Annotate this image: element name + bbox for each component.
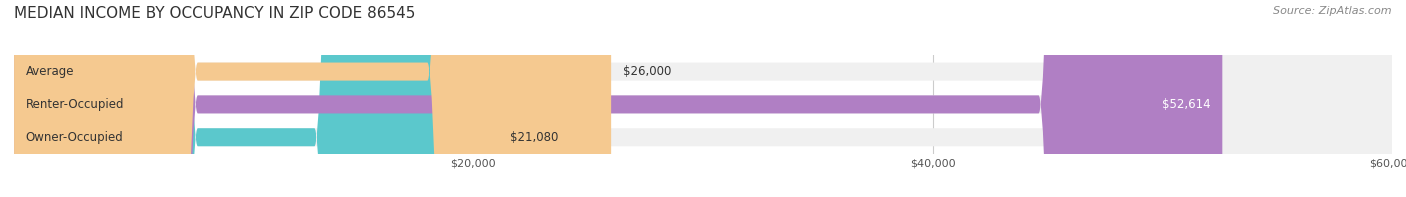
Text: Owner-Occupied: Owner-Occupied <box>25 131 124 144</box>
Text: $52,614: $52,614 <box>1163 98 1211 111</box>
Text: $21,080: $21,080 <box>509 131 558 144</box>
Text: Average: Average <box>25 65 75 78</box>
FancyBboxPatch shape <box>14 0 612 197</box>
FancyBboxPatch shape <box>14 0 1222 197</box>
Text: MEDIAN INCOME BY OCCUPANCY IN ZIP CODE 86545: MEDIAN INCOME BY OCCUPANCY IN ZIP CODE 8… <box>14 6 415 21</box>
FancyBboxPatch shape <box>14 0 498 197</box>
FancyBboxPatch shape <box>14 0 1392 197</box>
Text: Renter-Occupied: Renter-Occupied <box>25 98 124 111</box>
Text: Source: ZipAtlas.com: Source: ZipAtlas.com <box>1274 6 1392 16</box>
Text: $26,000: $26,000 <box>623 65 671 78</box>
FancyBboxPatch shape <box>14 0 1392 197</box>
FancyBboxPatch shape <box>14 0 1392 197</box>
